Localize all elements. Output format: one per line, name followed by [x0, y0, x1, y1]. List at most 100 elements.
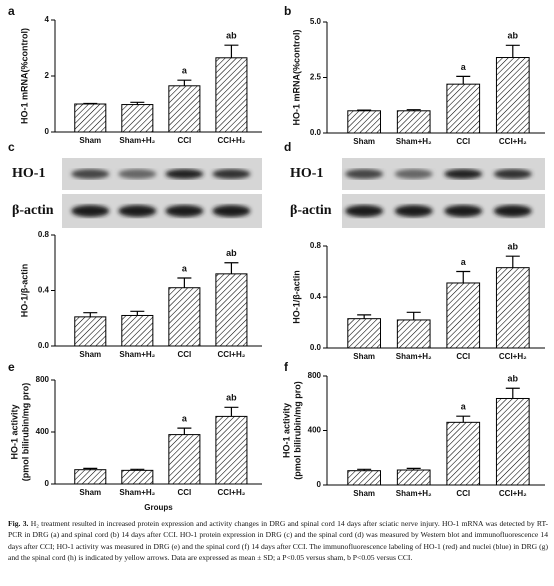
y-axis-label: HO-1/β-actin — [291, 270, 301, 324]
x-axis-label: Groups — [144, 503, 173, 512]
error-bar — [130, 310, 145, 316]
x-tick-label: Sham — [79, 488, 101, 497]
y-tick-label: 0.0 — [310, 128, 322, 137]
bar — [396, 319, 431, 349]
bar — [347, 110, 382, 134]
blot-band — [165, 169, 204, 179]
x-tick-label: CCI+H₂ — [499, 352, 527, 361]
error-bar — [456, 270, 471, 283]
y-tick-label: 0 — [45, 479, 50, 488]
blot-label: β-actin — [12, 203, 54, 218]
significance-label: a — [182, 66, 188, 76]
bar — [74, 103, 107, 133]
blot-band — [444, 169, 483, 179]
error-bar — [177, 277, 192, 288]
x-tick-label: CCI — [456, 489, 470, 498]
y-tick-label: 0.8 — [310, 241, 322, 250]
x-tick-label: Sham — [353, 352, 375, 361]
blot-band — [165, 205, 204, 217]
bar — [396, 469, 431, 486]
caption: Fig. 3. H₂ treatment resulted in increas… — [8, 518, 548, 564]
x-tick-label: CCI+H₂ — [218, 136, 246, 145]
error-bar — [177, 79, 192, 86]
y-tick-label: 2 — [45, 71, 50, 80]
error-bar — [357, 314, 372, 319]
error-bar — [83, 102, 98, 105]
blot-band — [212, 169, 251, 179]
significance-label: ab — [508, 31, 519, 41]
error-bar — [406, 467, 421, 471]
blot-band — [118, 205, 157, 217]
y-tick-label: 2.5 — [310, 73, 322, 82]
x-tick-label: Sham+H₂ — [119, 488, 155, 497]
error-bar — [130, 101, 145, 105]
bar — [168, 85, 201, 133]
x-tick-label: Sham — [353, 489, 375, 498]
bar — [495, 57, 530, 134]
error-bar — [505, 44, 520, 58]
bar — [446, 421, 481, 486]
x-tick-label: Sham+H₂ — [119, 350, 155, 359]
bar — [168, 287, 201, 347]
bar — [347, 318, 382, 349]
error-bar — [505, 255, 520, 268]
blot-band — [71, 205, 110, 217]
x-tick-label: Sham+H₂ — [396, 489, 432, 498]
x-tick-label: CCI — [177, 136, 191, 145]
figure: a 0 2 4 HO-1 mRNA(%control) Sham Sham+H₂ CCI a CC… — [8, 4, 545, 512]
significance-label: ab — [508, 374, 519, 384]
blot-band — [394, 205, 433, 217]
error-bar — [505, 387, 520, 399]
x-tick-label: CCI — [177, 488, 191, 497]
significance-label: ab — [226, 31, 237, 41]
y-tick-label: 0.4 — [38, 286, 50, 295]
y-tick-label: 400 — [36, 427, 50, 436]
bar — [168, 434, 201, 485]
error-bar — [406, 311, 421, 320]
panel-letter: c — [8, 140, 15, 154]
significance-label: ab — [226, 248, 237, 258]
blot-band — [493, 205, 532, 217]
bar — [74, 316, 107, 347]
blot-band — [345, 205, 384, 217]
error-bar — [456, 415, 471, 423]
bar — [215, 415, 248, 485]
error-bar — [357, 468, 372, 471]
y-tick-label: 0 — [45, 127, 50, 136]
significance-label: a — [461, 402, 467, 412]
blot-band — [212, 205, 251, 217]
blot-band — [71, 169, 110, 179]
significance-label: ab — [226, 393, 237, 403]
bar — [495, 267, 530, 349]
x-tick-label: CCI+H₂ — [218, 350, 246, 359]
y-tick-label: 0.0 — [310, 343, 322, 352]
x-tick-label: CCI — [177, 350, 191, 359]
bar — [347, 470, 382, 486]
bar — [215, 273, 248, 347]
y-tick-label: 5.0 — [310, 17, 322, 26]
caption-text: H₂ treatment resulted in increased prote… — [8, 519, 548, 563]
significance-label: a — [182, 263, 188, 273]
x-tick-label: Sham — [353, 137, 375, 146]
panel-letter: b — [284, 4, 291, 18]
panel-letter: f — [284, 360, 289, 374]
panel-letter: a — [8, 4, 15, 18]
bar — [121, 104, 154, 133]
bar — [215, 57, 248, 133]
y-tick-label: 4 — [45, 15, 50, 24]
y-tick-label: 0 — [317, 480, 322, 489]
blot-label: HO-1 — [12, 166, 45, 181]
bar — [121, 469, 154, 485]
y-tick-label: 400 — [308, 426, 322, 435]
error-bar — [357, 109, 372, 111]
y-axis-label: (pmol bilirubin/mg pro) — [20, 383, 30, 482]
panel-letter: d — [284, 140, 291, 154]
error-bar — [406, 109, 421, 111]
bar — [121, 314, 154, 347]
bar — [74, 469, 107, 485]
significance-label: a — [461, 62, 467, 72]
y-tick-label: 0.4 — [310, 292, 322, 301]
x-tick-label: CCI — [456, 352, 470, 361]
blot-band — [394, 169, 433, 179]
